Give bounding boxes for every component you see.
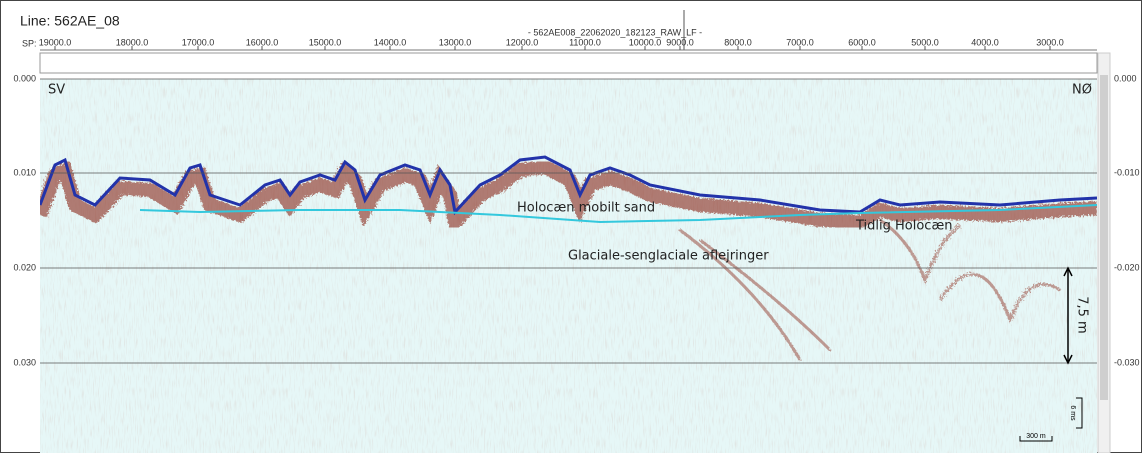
sp-tick-label: 4000.0 [971, 37, 999, 47]
noise [40, 79, 1097, 453]
label-time-scale: 6 ms [1069, 405, 1076, 421]
sp-tick-label: 9000.0 [666, 37, 694, 47]
label-holocene-sand: Holocæn mobilt sand [517, 201, 655, 216]
right-tick-label: -0.010 [1114, 167, 1140, 177]
sp-tick-label: 7000.0 [786, 37, 814, 47]
sp-tick-label: 3000.0 [1036, 37, 1064, 47]
sp-tick-label: 11000.0 [569, 37, 601, 47]
right-tick-label: -0.030 [1114, 357, 1140, 367]
label-distance-scale: 300 m [1026, 433, 1046, 440]
sp-tick-label: 5000.0 [911, 37, 939, 47]
sp-tick-label: 8000.0 [724, 37, 752, 47]
label-glacial: Glaciale-senglaciale aflejringer [568, 249, 769, 264]
left-tick-label: 0.010 [13, 167, 36, 177]
label-no: NØ [1072, 83, 1092, 98]
file-name: - 562AE008_22062020_182123_RAW_LF - [528, 27, 702, 37]
sp-tick-label: 6000.0 [848, 37, 876, 47]
left-tick-label: 0.000 [13, 73, 36, 83]
left-tick-label: 0.020 [13, 262, 36, 272]
sp-tick-label: 10000.0 [629, 37, 662, 47]
label-thickness: 7,5 m [1075, 296, 1090, 333]
sp-tick-label: 13000.0 [439, 37, 472, 47]
profile [40, 79, 1097, 453]
scroll-thumb[interactable] [1100, 75, 1108, 400]
sp-tick-label: 16000.0 [246, 37, 279, 47]
top-strip [40, 53, 1097, 73]
sp-tick-label: 12000.0 [506, 37, 539, 47]
sp-tick-label: 15000.0 [309, 37, 342, 47]
screenshot: Line: 562AE_08 SP: - 562AE008_22062020_1… [0, 0, 1142, 453]
sp-label: SP: [22, 38, 37, 48]
sp-tick-label: 18000.0 [116, 37, 149, 47]
sp-tick-label: 14000.0 [374, 37, 407, 47]
right-tick-label: 0.000 [1114, 73, 1137, 83]
sp-tick-label: 17000.0 [182, 37, 215, 47]
right-tick-label: -0.020 [1114, 262, 1140, 272]
line-title: Line: 562AE_08 [20, 13, 120, 29]
label-early-holocene: Tidlig Holocæn [855, 219, 952, 234]
left-tick-label: 0.030 [13, 357, 36, 367]
sp-tick-label: 19000.0 [39, 37, 72, 47]
label-sv: SV [48, 83, 65, 98]
